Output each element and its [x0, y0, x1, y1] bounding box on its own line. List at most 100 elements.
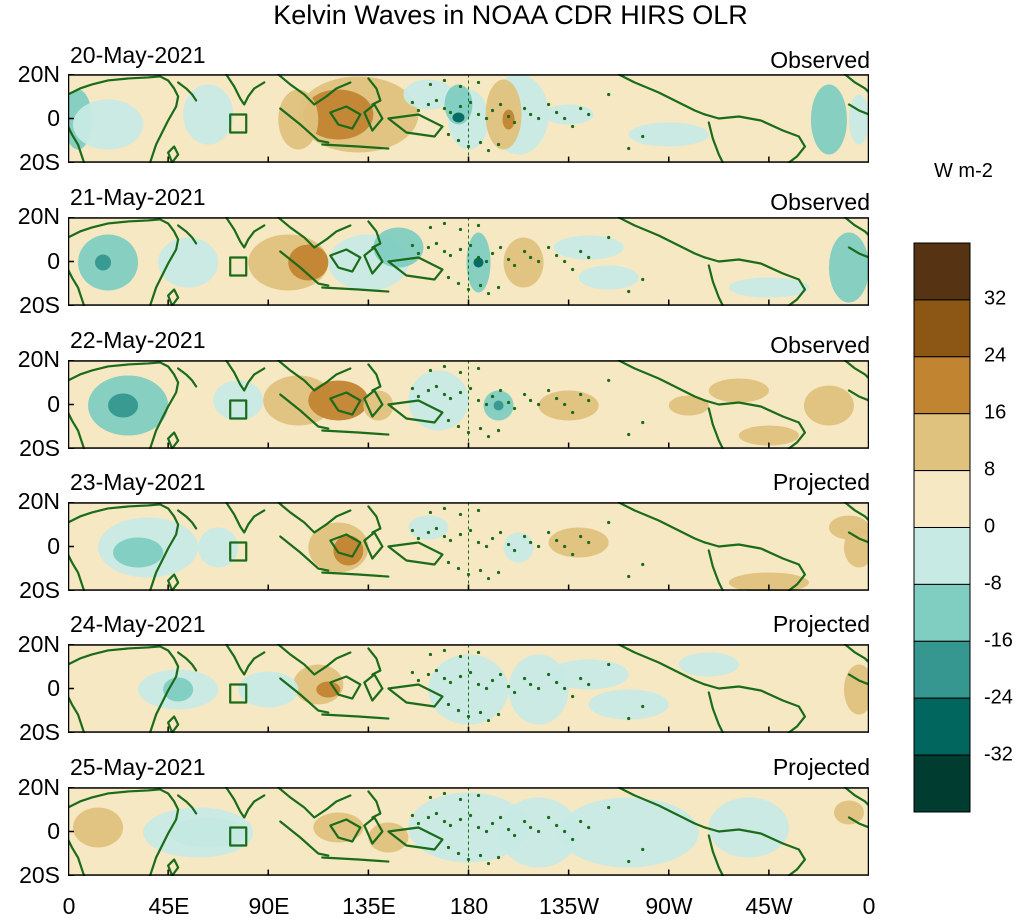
coastline	[321, 571, 390, 578]
island-dot	[536, 259, 541, 264]
olr-anomaly-patch	[803, 385, 854, 426]
olr-anomaly-patch	[708, 797, 789, 858]
olr-anomaly-patch	[668, 395, 709, 416]
island-dot	[579, 392, 583, 397]
island-dot	[476, 223, 481, 228]
coastline	[363, 103, 384, 132]
island-dot	[442, 506, 447, 511]
island-dot	[490, 394, 495, 399]
coastline	[847, 103, 869, 116]
coastline	[277, 217, 352, 249]
colorbar-swatch	[913, 697, 971, 756]
island-dot	[512, 263, 517, 268]
island-dot	[486, 576, 491, 581]
island-dot	[446, 275, 451, 280]
island-dot	[563, 686, 567, 691]
island-dot	[607, 662, 611, 667]
island-dot	[476, 793, 481, 798]
coastline	[225, 502, 266, 534]
colorbar-swatch	[913, 356, 971, 415]
coastline	[321, 713, 390, 720]
olr-anomaly-patch	[473, 257, 484, 268]
coastline	[387, 399, 444, 424]
coastline	[225, 644, 266, 676]
coastline	[363, 816, 384, 845]
island-dot	[607, 520, 611, 525]
island-dot	[522, 249, 527, 254]
island-dot	[426, 245, 431, 250]
coastline	[843, 74, 869, 94]
island-dot	[434, 241, 439, 246]
coastline	[329, 391, 362, 416]
island-dot	[428, 368, 433, 373]
coastline	[843, 787, 869, 807]
island-dot	[571, 124, 575, 129]
panel-1-date: 20-May-2021	[70, 42, 206, 68]
island-dot	[522, 676, 527, 681]
island-dot	[458, 247, 463, 252]
coastline	[367, 647, 382, 676]
island-dot	[442, 791, 447, 796]
island-dot	[546, 815, 551, 820]
coastline	[321, 856, 390, 863]
coastline	[387, 256, 444, 281]
coastline	[68, 503, 180, 591]
panel-1-lat-0: 0	[47, 105, 60, 131]
island-dot	[416, 821, 421, 826]
island-dot	[484, 544, 489, 549]
island-dot	[536, 116, 541, 121]
lon-label-0-west: 0	[62, 893, 76, 919]
island-dot	[546, 102, 551, 107]
island-dot	[486, 148, 491, 153]
island-dot	[484, 402, 489, 407]
coastline	[229, 826, 248, 847]
island-dot	[478, 853, 483, 858]
olr-anomaly-patch	[143, 807, 254, 858]
olr-anomaly-patch	[113, 537, 164, 568]
coastline	[177, 367, 198, 388]
coastline	[167, 858, 180, 876]
island-dot	[563, 259, 567, 264]
island-dot	[476, 682, 481, 687]
olr-anomaly-patch	[728, 572, 809, 591]
island-dot	[496, 428, 501, 433]
coastline	[617, 502, 706, 544]
coastline	[329, 105, 362, 130]
lon-label-45w: 45W	[745, 893, 793, 919]
coastline	[843, 502, 869, 522]
panel-4-lat-0: 0	[47, 533, 60, 559]
island-dot	[563, 402, 567, 407]
olr-anomaly-patch	[543, 104, 594, 125]
island-dot	[555, 253, 559, 258]
panel-5-lat-20n: 20N	[17, 631, 60, 657]
olr-anomaly-patch	[278, 89, 319, 150]
panel-2-lat-20s: 20S	[19, 292, 60, 318]
island-dot	[506, 542, 511, 547]
colorbar	[913, 242, 971, 813]
island-dot	[476, 398, 481, 403]
coastline	[707, 549, 724, 591]
island-dot	[434, 98, 439, 103]
panel-1-lat-20n: 20N	[17, 61, 60, 87]
island-dot	[496, 712, 501, 717]
colorbar-label-minus-16: -16	[984, 629, 1013, 652]
island-dot	[555, 538, 559, 543]
island-dot	[528, 112, 533, 117]
colorbar-label-minus-8: -8	[984, 572, 1002, 595]
coastline	[279, 535, 330, 572]
coastline	[843, 360, 869, 380]
island-dot	[484, 686, 489, 691]
island-dot	[416, 394, 421, 399]
panel-6-lat-0: 0	[47, 818, 60, 844]
island-dot	[446, 560, 451, 565]
island-dot	[468, 386, 473, 391]
island-dot	[528, 825, 533, 830]
island-dot	[528, 255, 533, 260]
island-dot	[536, 686, 541, 691]
olr-anomaly-patch	[728, 277, 809, 298]
island-dot	[484, 259, 489, 264]
island-dot	[476, 112, 481, 117]
island-dot	[442, 364, 447, 369]
panel-4-status: Projected	[772, 469, 870, 495]
island-dot	[456, 138, 461, 143]
